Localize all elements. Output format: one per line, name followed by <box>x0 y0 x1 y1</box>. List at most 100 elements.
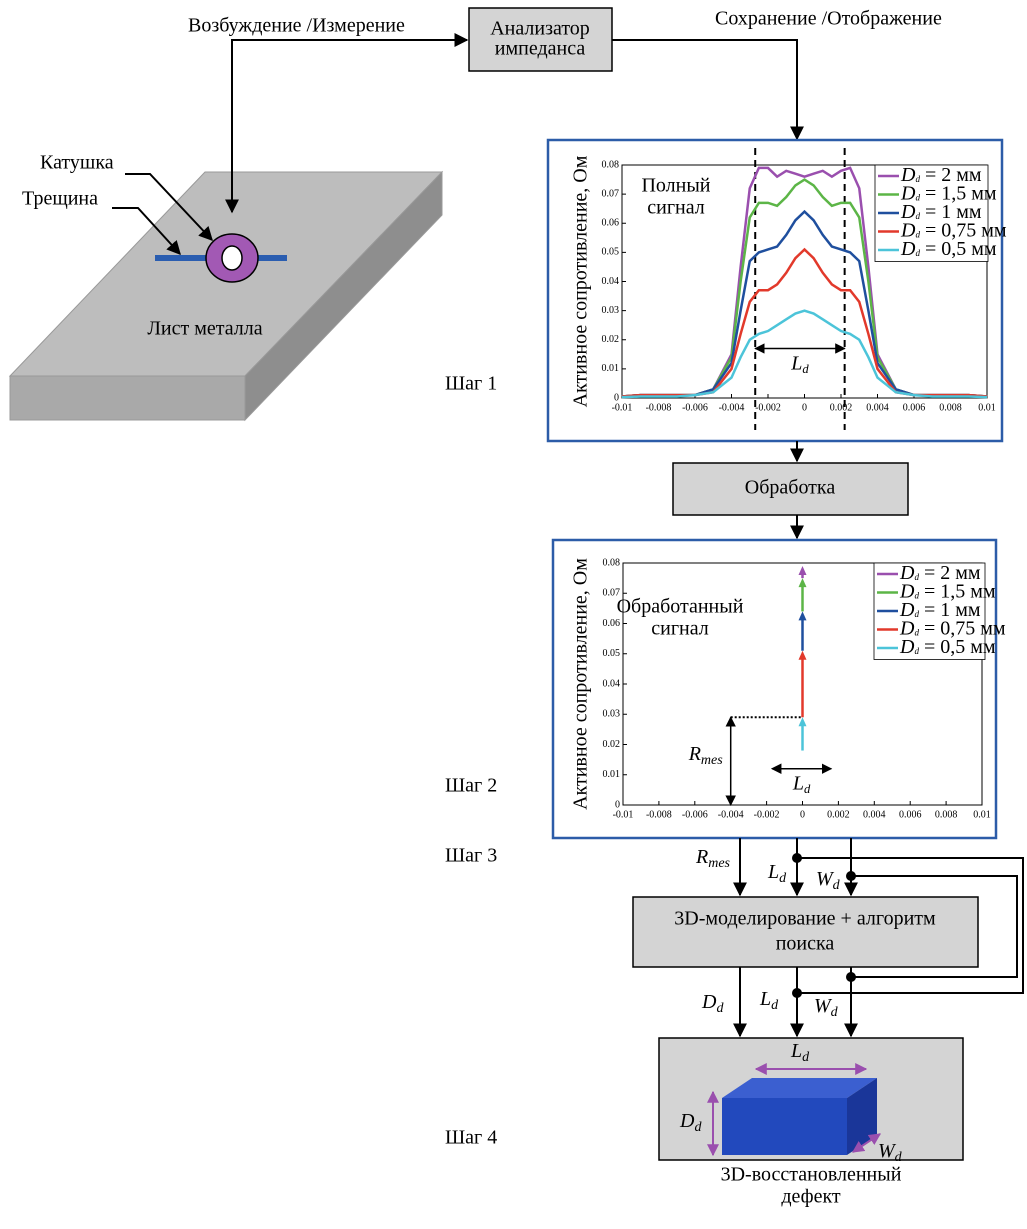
y-axis-label: Активное сопротивление, Ом <box>570 558 592 810</box>
cube-front <box>722 1098 847 1155</box>
y-tick-label: 0.08 <box>602 159 620 170</box>
y-tick-label: 0 <box>614 392 619 403</box>
x-tick-label: 0.006 <box>903 402 926 413</box>
symbol-base: L <box>792 772 804 794</box>
x-tick-label: 0.002 <box>830 402 853 413</box>
label: Сохранение /Отображение <box>715 8 942 30</box>
symbol-base: R <box>688 743 701 765</box>
symbol-sub: d <box>716 1001 724 1016</box>
y-tick-label: 0.03 <box>603 709 621 720</box>
label: дефект <box>781 1186 841 1208</box>
symbol-sub: d <box>779 871 787 886</box>
symbol-sub: d <box>895 1150 903 1165</box>
symbol: Ld <box>767 861 787 887</box>
symbol-base: L <box>767 861 779 883</box>
x-tick-label: -0.008 <box>646 402 672 413</box>
symbol-base: D <box>679 1110 695 1132</box>
y-tick-label: 0.05 <box>602 247 620 258</box>
y-tick-label: 0.01 <box>603 769 621 780</box>
y-tick-label: 0.03 <box>602 305 620 316</box>
annotation: сигнал <box>647 197 705 219</box>
symbol-base: L <box>759 988 771 1010</box>
symbol-base: L <box>790 352 802 374</box>
y-tick-label: 0.08 <box>603 557 621 568</box>
symbol-base: D <box>899 636 915 658</box>
symbol-base: D <box>900 238 916 260</box>
x-tick-label: 0.004 <box>863 809 886 820</box>
symbol-sub: d <box>694 1120 702 1135</box>
x-tick-label: -0.01 <box>612 402 633 413</box>
symbol: Wd <box>814 995 839 1021</box>
label: Шаг 4 <box>445 1127 497 1149</box>
symbol-rest: = 0,5 мм <box>919 636 996 658</box>
save-wire <box>612 40 797 139</box>
label: Лист металла <box>147 318 262 340</box>
x-tick-label: 0.01 <box>978 402 996 413</box>
x-tick-label: 0.008 <box>939 402 962 413</box>
diagram: Возбуждение /Измерение Анализаторимпеданс… <box>0 0 1027 1229</box>
label: 3D-моделирование + алгоритм <box>674 908 936 930</box>
label: 3D-восстановленный <box>721 1164 902 1186</box>
x-tick-label: -0.002 <box>754 809 780 820</box>
x-tick-label: 0.006 <box>899 809 922 820</box>
x-tick-label: 0.01 <box>973 809 991 820</box>
label: Анализатор <box>490 18 590 40</box>
label: импеданса <box>495 38 586 60</box>
x-tick-label: 0.004 <box>866 402 889 413</box>
symbol: Ld <box>759 988 779 1014</box>
symbol-rest: = 0,5 мм <box>920 238 997 260</box>
label: Шаг 3 <box>445 845 497 867</box>
x-tick-label: -0.004 <box>718 809 744 820</box>
symbol-sub: d <box>833 878 841 893</box>
symbol-base: D <box>701 991 717 1013</box>
x-tick-label: 0 <box>800 809 805 820</box>
x-tick-label: -0.008 <box>646 809 672 820</box>
y-tick-label: 0.06 <box>602 218 620 229</box>
x-tick-label: -0.006 <box>682 809 708 820</box>
label: поиска <box>776 933 835 955</box>
y-tick-label: 0.04 <box>603 678 621 689</box>
y-tick-label: 0.02 <box>603 739 621 750</box>
y-tick-label: 0.07 <box>602 188 620 199</box>
label: Шаг 1 <box>445 373 497 395</box>
symbol-sub: d <box>804 782 811 796</box>
legend-entry: Dd = 0,5 мм <box>899 636 996 658</box>
x-tick-label: 0 <box>802 402 807 413</box>
junction <box>846 972 856 982</box>
coil-hole <box>222 246 242 270</box>
y-tick-label: 0.06 <box>603 618 621 629</box>
y-axis-label: Активное сопротивление, Ом <box>570 155 592 407</box>
symbol: Wd <box>816 868 841 894</box>
symbol-sub: mes <box>708 856 730 871</box>
annotation: Обработанный <box>617 596 744 618</box>
label: Трещина <box>22 188 98 210</box>
y-tick-label: 0.05 <box>603 648 621 659</box>
junction <box>792 988 802 998</box>
annotation: Полный <box>641 175 710 197</box>
symbol-sub: d <box>802 362 809 376</box>
label: Катушка <box>40 152 114 174</box>
label: Возбуждение /Измерение <box>188 15 405 37</box>
label: Обработка <box>745 477 836 499</box>
symbol-base: L <box>790 1040 802 1062</box>
x-tick-label: 0.008 <box>935 809 958 820</box>
x-tick-label: -0.01 <box>613 809 634 820</box>
symbol-sub: d <box>802 1050 810 1065</box>
legend-entry: Dd = 0,5 мм <box>900 238 997 260</box>
symbol-sub: mes <box>701 753 723 768</box>
x-tick-label: -0.006 <box>682 402 708 413</box>
x-tick-label: -0.004 <box>719 402 745 413</box>
sheet-front <box>10 376 245 420</box>
symbol-sub: d <box>771 998 779 1013</box>
symbol: Rmes <box>695 846 731 872</box>
y-tick-label: 0.04 <box>602 276 620 287</box>
symbol: Dd <box>701 991 724 1017</box>
label: Шаг 2 <box>445 775 497 797</box>
symbol-sub: d <box>831 1005 839 1020</box>
x-tick-label: 0.002 <box>827 809 850 820</box>
junction <box>792 853 802 863</box>
x-tick-label: -0.002 <box>755 402 781 413</box>
y-tick-label: 0.02 <box>602 334 620 345</box>
annotation: сигнал <box>651 618 709 640</box>
y-tick-label: 0.01 <box>602 363 620 374</box>
